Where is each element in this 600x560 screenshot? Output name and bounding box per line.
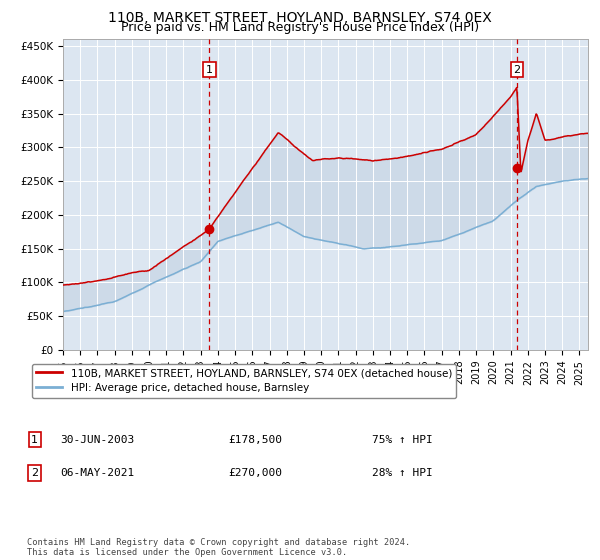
- Legend: 110B, MARKET STREET, HOYLAND, BARNSLEY, S74 0EX (detached house), HPI: Average p: 110B, MARKET STREET, HOYLAND, BARNSLEY, …: [32, 363, 456, 398]
- Text: 2: 2: [514, 64, 520, 74]
- Text: 75% ↑ HPI: 75% ↑ HPI: [372, 435, 433, 445]
- Text: 30-JUN-2003: 30-JUN-2003: [60, 435, 134, 445]
- Text: 28% ↑ HPI: 28% ↑ HPI: [372, 468, 433, 478]
- Text: Price paid vs. HM Land Registry's House Price Index (HPI): Price paid vs. HM Land Registry's House …: [121, 21, 479, 34]
- Text: 2: 2: [31, 468, 38, 478]
- Text: Contains HM Land Registry data © Crown copyright and database right 2024.
This d: Contains HM Land Registry data © Crown c…: [27, 538, 410, 557]
- Text: 1: 1: [31, 435, 38, 445]
- Text: £270,000: £270,000: [228, 468, 282, 478]
- Text: 06-MAY-2021: 06-MAY-2021: [60, 468, 134, 478]
- Text: 110B, MARKET STREET, HOYLAND, BARNSLEY, S74 0EX: 110B, MARKET STREET, HOYLAND, BARNSLEY, …: [108, 11, 492, 25]
- Text: £178,500: £178,500: [228, 435, 282, 445]
- Text: 1: 1: [206, 64, 213, 74]
